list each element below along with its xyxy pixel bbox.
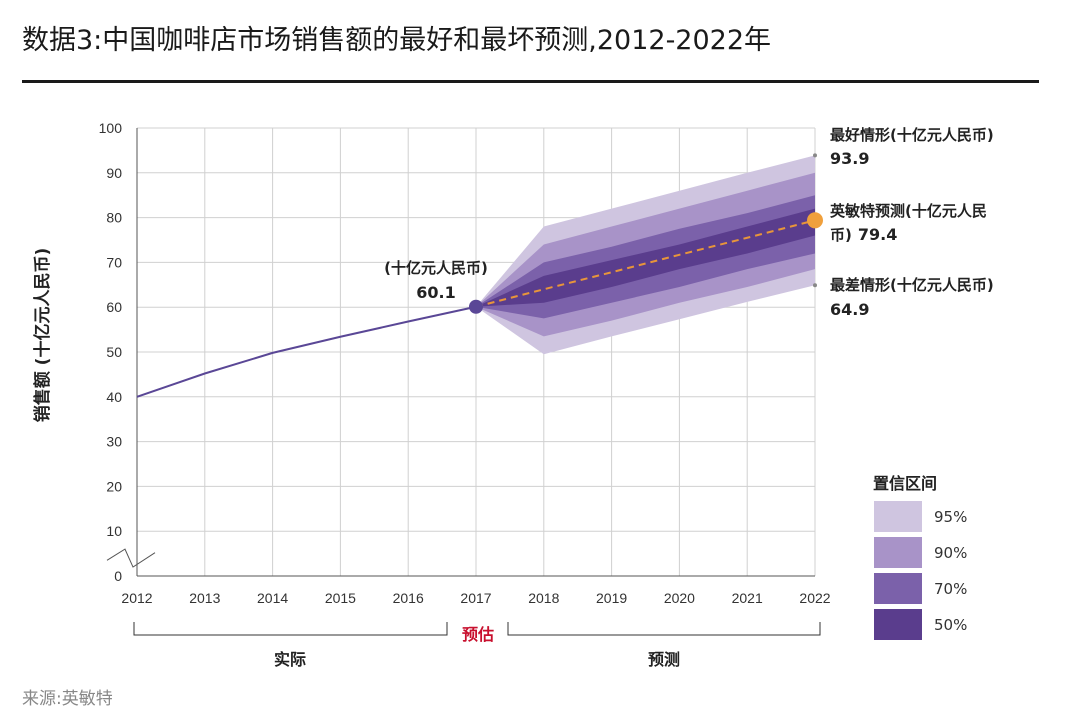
forecast-line bbox=[475, 219, 816, 308]
chart-title: 数据3:中国咖啡店市场销售额的最好和最坏预测,2012-2022年 bbox=[22, 25, 772, 56]
best-case-marker bbox=[813, 153, 817, 158]
bracket-actual bbox=[133, 622, 448, 636]
axes: 0 10 20 30 40 50 60 70 80 90 100 2012 2013 2014 2015 20… bbox=[99, 120, 831, 606]
source-note: 来源:英敏特 bbox=[22, 689, 113, 709]
forecast-end-marker bbox=[807, 212, 823, 229]
legend-title: 置信区间 bbox=[873, 474, 937, 493]
y-tick-label: 40 bbox=[106, 389, 122, 405]
y-axis-label: 销售额 (十亿元人民币) bbox=[32, 248, 53, 422]
y-tick-label: 50 bbox=[106, 344, 122, 360]
y-tick-label: 30 bbox=[106, 434, 122, 450]
y-tick-label: 80 bbox=[106, 210, 122, 226]
legend: 置信区间 95% 90% 70% 50% bbox=[873, 474, 967, 640]
y-tick-label: 20 bbox=[106, 478, 122, 494]
legend-label-95pct: 95% bbox=[934, 508, 967, 526]
bracket-forecast bbox=[507, 622, 821, 636]
period-actual-label: 实际 bbox=[274, 650, 306, 669]
forecast-label-line1: 英敏特预测(十亿元人民 bbox=[830, 202, 987, 220]
x-tick-label: 2014 bbox=[257, 590, 288, 606]
y-tick-label: 60 bbox=[106, 299, 122, 315]
x-tick-label: 2017 bbox=[460, 590, 491, 606]
legend-swatch-95pct bbox=[874, 501, 922, 532]
y-tick-label: 0 bbox=[114, 568, 122, 584]
x-tick-label: 2020 bbox=[664, 590, 695, 606]
forecast-label-line2: 币) 79.4 bbox=[830, 225, 897, 244]
x-tick-label: 2021 bbox=[732, 590, 763, 606]
x-tick-label: 2022 bbox=[799, 590, 830, 606]
x-tick-label: 2015 bbox=[325, 590, 356, 606]
x-tick-label: 2019 bbox=[596, 590, 627, 606]
legend-swatch-90pct bbox=[874, 537, 922, 568]
period-forecast-label: 预测 bbox=[648, 650, 680, 669]
point-2017-label: (十亿元人民币) bbox=[384, 259, 488, 277]
confidence-bands bbox=[476, 155, 815, 355]
y-tick-label: 100 bbox=[99, 120, 123, 136]
x-tick-label: 2016 bbox=[393, 590, 424, 606]
best-case-value: 93.9 bbox=[830, 149, 869, 168]
axis-break bbox=[106, 548, 156, 568]
y-tick-label: 10 bbox=[106, 523, 122, 539]
legend-swatch-70pct bbox=[874, 573, 922, 604]
y-tick-label: 90 bbox=[106, 165, 122, 181]
legend-swatch-50pct bbox=[874, 609, 922, 640]
forecast-value: 79.4 bbox=[858, 225, 897, 244]
legend-label-50pct: 50% bbox=[934, 616, 967, 634]
x-tick-label: 2013 bbox=[189, 590, 220, 606]
title-rule bbox=[22, 80, 1039, 83]
y-tick-label: 70 bbox=[106, 254, 122, 270]
best-case-label: 最好情形(十亿元人民币) bbox=[830, 126, 994, 144]
x-tick-label: 2012 bbox=[121, 590, 152, 606]
series-lines bbox=[136, 153, 823, 398]
point-2017-value: 60.1 bbox=[416, 283, 455, 302]
legend-label-70pct: 70% bbox=[934, 580, 967, 598]
actual-line bbox=[136, 305, 477, 398]
annotations: (十亿元人民币) 60.1 最好情形(十亿元人民币) 93.9 英敏特预测(十亿元人民币… bbox=[384, 126, 994, 319]
x-tick-label: 2018 bbox=[528, 590, 559, 606]
worst-case-value: 64.9 bbox=[830, 300, 869, 319]
legend-label-90pct: 90% bbox=[934, 544, 967, 562]
band-50pct bbox=[476, 208, 815, 307]
worst-case-label: 最差情形(十亿元人民币) bbox=[830, 276, 994, 294]
worst-case-marker bbox=[813, 283, 817, 288]
period-estimate-label: 预估 bbox=[462, 625, 494, 644]
point-2017-marker bbox=[469, 299, 483, 314]
